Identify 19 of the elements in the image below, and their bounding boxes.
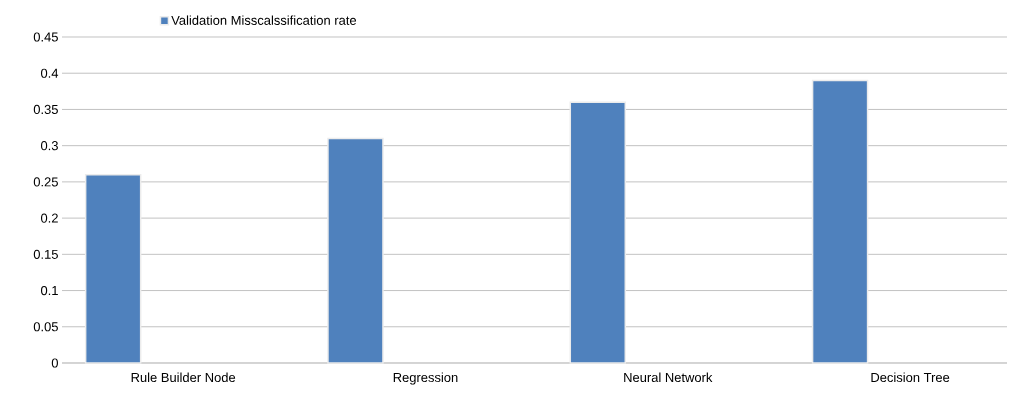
x-tick-label: Decision Tree xyxy=(871,372,950,383)
y-tick-label: 0.15 xyxy=(33,249,58,259)
y-tick-label: 0.2 xyxy=(40,213,58,223)
y-tick-label: 0.3 xyxy=(40,141,58,151)
y-tick-label: 0.1 xyxy=(40,285,58,296)
y-tick-label: 0.35 xyxy=(33,104,58,115)
bar xyxy=(569,101,627,364)
bar xyxy=(84,173,142,364)
x-tick-label: Rule Builder Node xyxy=(131,372,236,383)
legend-label: Validation Misscalssification rate xyxy=(171,15,357,25)
y-tick-label: 0.4 xyxy=(40,68,59,78)
y-tick-label: 0.45 xyxy=(33,32,58,42)
y-tick-label: 0 xyxy=(51,358,58,368)
x-tick-label: Regression xyxy=(393,372,458,385)
bar xyxy=(811,79,869,364)
bar xyxy=(327,137,384,364)
y-tick-label: 0.05 xyxy=(33,322,58,332)
y-tick-label: 0.25 xyxy=(33,177,58,187)
x-tick-label: Neural Network xyxy=(624,372,713,383)
